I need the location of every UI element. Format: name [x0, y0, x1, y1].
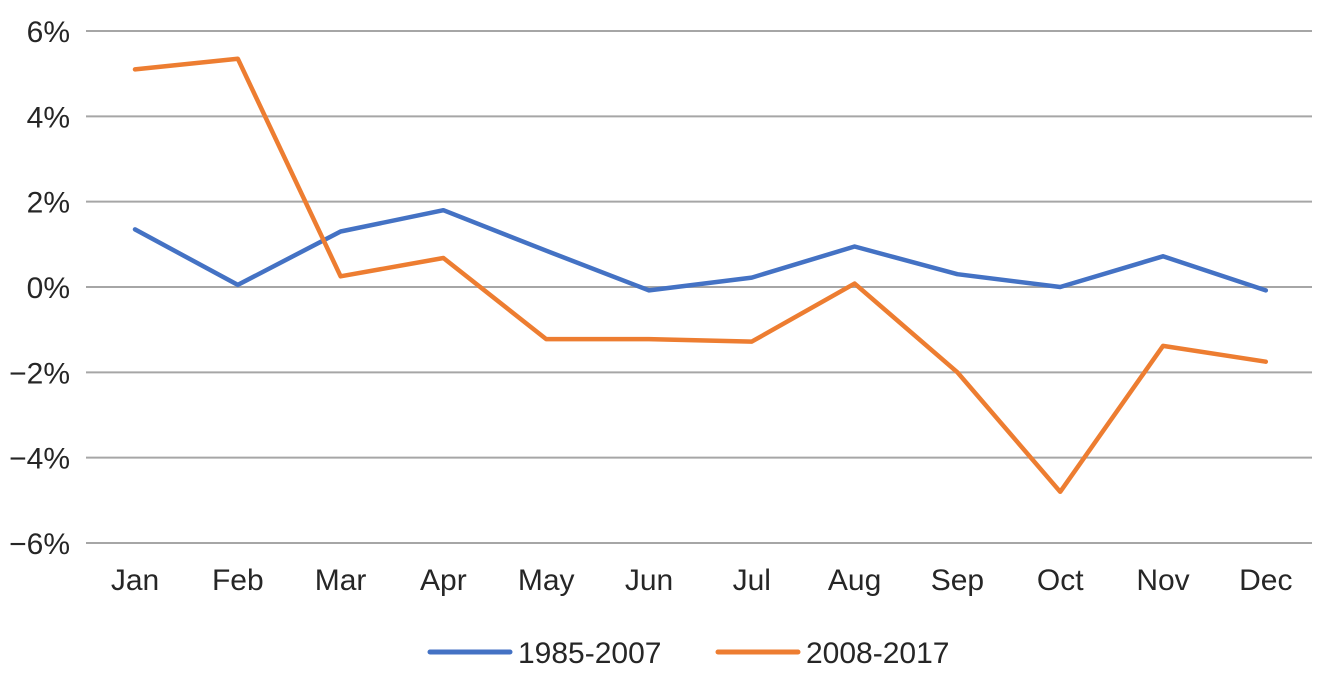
x-tick-label: Nov — [1136, 564, 1189, 597]
legend-item: 2008-2017 — [715, 637, 949, 670]
y-tick-label: −4% — [9, 443, 70, 476]
x-tick-label: May — [518, 564, 575, 597]
legend-label: 2008-2017 — [806, 637, 949, 670]
y-tick-label: 2% — [27, 187, 70, 220]
x-tick-label: Sep — [931, 564, 984, 597]
x-tick-label: Apr — [420, 564, 467, 597]
series-line-2 — [132, 56, 1269, 495]
gridlines — [86, 30, 1312, 544]
x-axis-tick-labels: Jan Feb Mar Apr May Jun Jul Aug Sep Oct Nov Dec — [111, 564, 1293, 597]
x-tick-label: Jul — [733, 564, 771, 597]
y-tick-label: 4% — [27, 101, 70, 134]
x-tick-label: Dec — [1239, 564, 1292, 597]
x-tick-label: Mar — [315, 564, 367, 597]
y-axis-tick-labels: 6% 4% 2% 0% −2% −4% −6% — [9, 16, 70, 561]
x-tick-label: Oct — [1037, 564, 1084, 597]
series-line-1 — [132, 207, 1269, 293]
x-tick-label: Jan — [111, 564, 159, 597]
series-lines — [132, 56, 1269, 495]
x-tick-label: Feb — [212, 564, 264, 597]
legend-item: 1985-2007 — [427, 637, 661, 670]
y-tick-label: 6% — [27, 16, 70, 49]
y-tick-label: −2% — [9, 357, 70, 390]
y-tick-label: 0% — [27, 272, 70, 305]
y-tick-label: −6% — [9, 528, 70, 561]
legend: 1985-2007 2008-2017 — [427, 637, 949, 670]
legend-label: 1985-2007 — [518, 637, 661, 670]
x-tick-label: Jun — [625, 564, 673, 597]
x-tick-label: Aug — [828, 564, 881, 597]
